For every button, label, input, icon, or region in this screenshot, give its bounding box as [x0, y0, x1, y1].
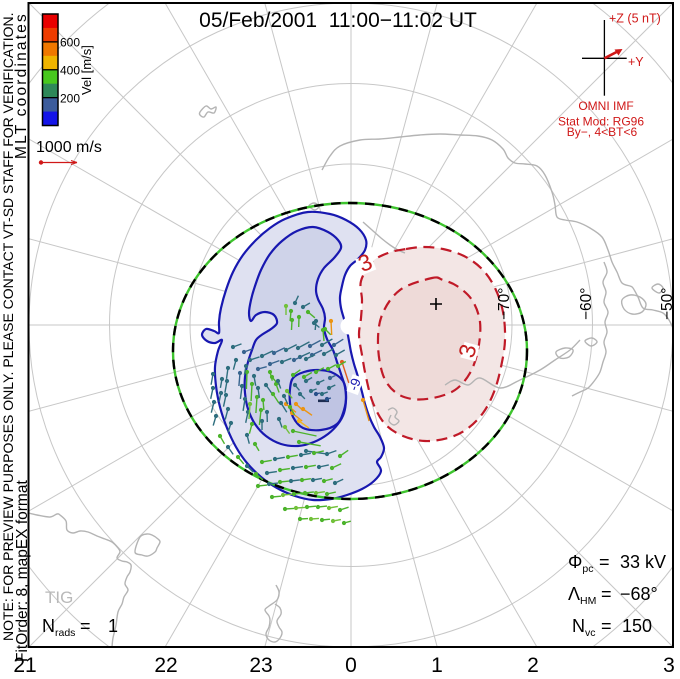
- svg-text:FitOrder: 8, mapEX format: FitOrder: 8, mapEX format: [14, 480, 31, 662]
- svg-text:3: 3: [663, 654, 675, 674]
- svg-text:400: 400: [60, 63, 80, 77]
- svg-text:05/Feb/2001 11:00−11:02 UT: 05/Feb/2001 11:00−11:02 UT: [199, 9, 477, 32]
- svg-text:0: 0: [345, 654, 357, 674]
- svg-text:TIG: TIG: [45, 588, 73, 607]
- svg-text:1000 m/s: 1000 m/s: [36, 139, 102, 156]
- svg-text:OMNI IMF: OMNI IMF: [578, 99, 633, 113]
- svg-text:−60°: −60°: [578, 288, 595, 321]
- svg-text:Vel [m/s]: Vel [m/s]: [79, 45, 94, 95]
- svg-text:22: 22: [154, 654, 177, 674]
- svg-text:1: 1: [431, 654, 443, 674]
- svg-text:200: 200: [60, 91, 80, 105]
- svg-text:+Z (5 nT): +Z (5 nT): [609, 12, 661, 26]
- svg-text:+Y: +Y: [628, 55, 644, 69]
- svg-text:2: 2: [527, 654, 539, 674]
- svg-text:By−, 4<BT<6: By−, 4<BT<6: [567, 125, 638, 139]
- svg-text:−70°: −70°: [496, 288, 513, 321]
- svg-text:23: 23: [249, 654, 272, 674]
- svg-text:−50°: −50°: [659, 288, 676, 321]
- svg-text:600: 600: [60, 36, 80, 50]
